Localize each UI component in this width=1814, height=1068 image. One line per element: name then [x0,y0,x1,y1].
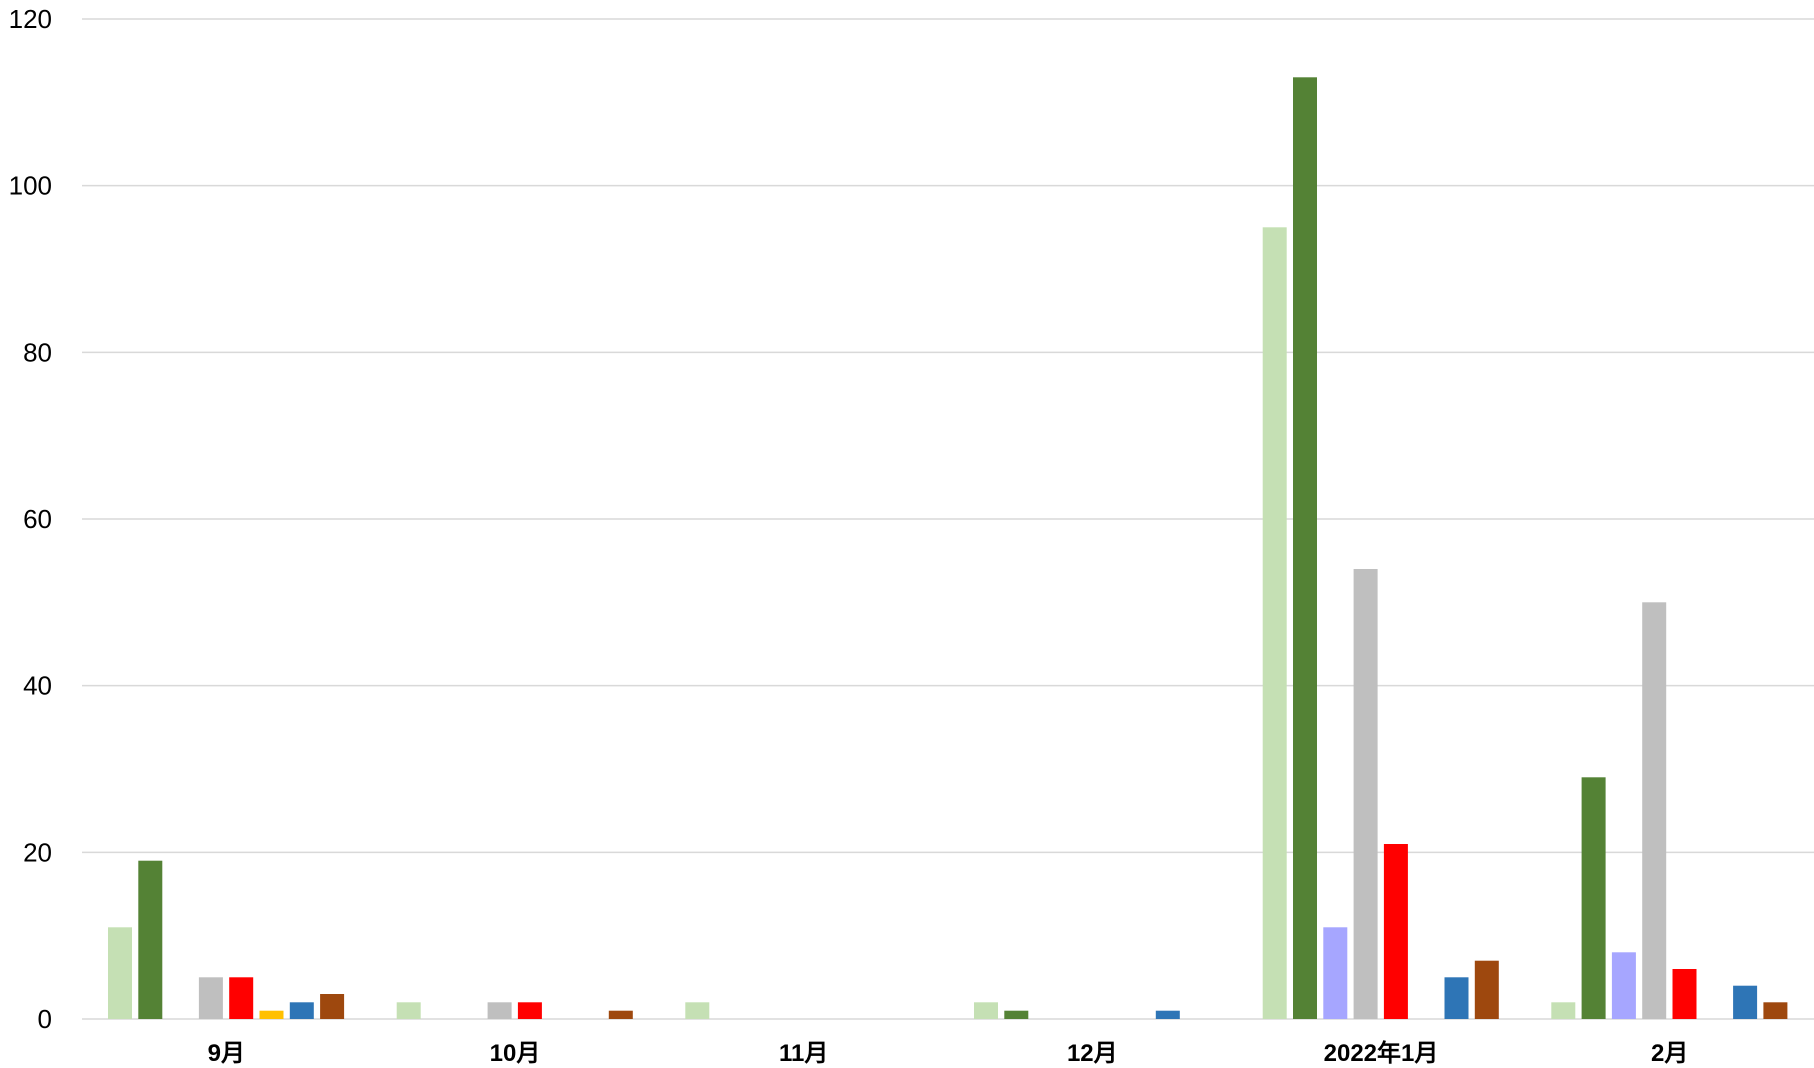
bar [1004,1010,1029,1019]
bar [229,977,254,1019]
bar [1611,952,1636,1019]
y-tick-label: 80 [23,337,52,367]
x-tick-label: 12月 [1067,1040,1118,1067]
x-tick-label: 10月 [490,1040,541,1067]
bar [1323,927,1348,1019]
bars [108,77,1788,1020]
x-axis-ticks: 9月 10月 11月 12月 2022年1月 2月 [208,1039,1689,1067]
y-tick-label: 100 [9,171,52,201]
bar [1353,569,1378,1019]
y-tick-label: 120 [9,4,52,34]
x-tick-label: 9月 [208,1040,245,1067]
bar [198,977,223,1019]
bar [138,860,163,1019]
bar [974,1002,998,1019]
bar [1642,602,1667,1019]
bar [1293,77,1317,1020]
bar [1763,1002,1788,1019]
bar [1155,1010,1180,1019]
bar [1262,227,1287,1020]
bar [396,1002,421,1019]
gridlines [82,18,1814,1020]
bar [608,1010,633,1019]
y-tick-label: 0 [38,1004,52,1034]
y-tick-label: 20 [23,837,52,867]
bar [1733,985,1758,1019]
bar [685,1002,710,1019]
bar [1581,777,1606,1019]
y-tick-label: 60 [23,504,52,534]
bar [517,1002,542,1019]
bar [289,1002,314,1019]
bar [1444,977,1469,1019]
y-axis-ticks: 0 20 40 60 80 100 120 [9,4,52,1034]
bar [1672,969,1697,1019]
x-tick-label: 2月 [1651,1040,1688,1067]
bar [1551,1002,1576,1019]
y-tick-label: 40 [23,671,52,701]
bar [108,927,132,1019]
bar [1383,844,1408,1019]
bar [320,994,345,1019]
bar [1474,960,1499,1019]
x-tick-label: 2022年1月 [1324,1039,1439,1067]
x-tick-label: 11月 [779,1040,828,1067]
bar [487,1002,512,1019]
bar [259,1010,284,1019]
